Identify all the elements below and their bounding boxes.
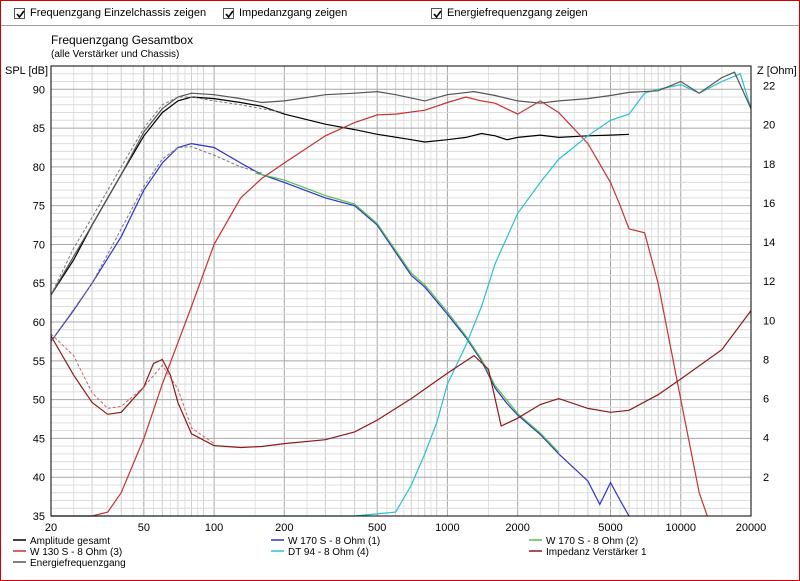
x-tick-label: 2000 [505,522,529,534]
series-dashed-reference [50,96,285,296]
x-tick-label: 1000 [435,522,459,534]
y2-tick-label: 6 [763,394,769,406]
legend-label: W 170 S - 8 Ohm (1) [288,536,380,547]
series-impedanz-verst-rker-1 [50,310,752,449]
plot-border [50,65,752,517]
legend: Amplitude gesamt W 170 S - 8 Ohm (1) W 170… [13,536,647,569]
series-energiefrequenzgang [50,71,752,296]
y2-tick-label: 12 [763,276,775,288]
x-tick-label: 5000 [598,522,622,534]
x-tick-label: 10000 [665,522,696,534]
separator [1,25,799,26]
option-label: Energiefrequenzgang zeigen [447,7,588,19]
y-tick-label: 80 [33,162,45,174]
y2-tick-label: 2 [763,472,769,484]
x-tick-label: 50 [138,522,150,534]
y2-tick-label: 10 [763,315,775,327]
legend-item: Energiefrequenzgang [13,558,126,569]
check-icon [225,10,234,18]
legend-label: Energiefrequenzgang [30,558,126,569]
checkbox-single-drivers[interactable] [14,7,25,19]
axis-ticks: 35 40 45 50 55 60 65 70 75 80 85 90 2 4 6 8 10 12 14 16 18 20… [33,81,776,534]
x-tick-label: 100 [205,522,223,534]
y-tick-label: 70 [33,239,45,251]
y2-tick-label: 8 [763,354,769,366]
legend-item: W 130 S - 8 Ohm (3) [13,547,122,558]
legend-item: DT 94 - 8 Ohm (4) [271,547,369,558]
series-w-130-s-8-ohm-3 [51,96,708,517]
legend-item: Impedanz Verstärker 1 [529,547,647,558]
y2-tick-label: 18 [763,159,775,171]
series-dashed-reference [50,333,215,445]
series-group [50,71,752,517]
x-tick-label: 200 [275,522,293,534]
y-axis-label: SPL [dB] [5,65,48,77]
series-w-170-s-8-ohm-1 [50,142,630,517]
x-tick-label: 20 [45,522,57,534]
y-tick-label: 90 [33,84,45,96]
grid [50,65,752,516]
check-icon [16,10,25,18]
option-single-drivers[interactable]: Frequenzgang Einzelchassis zeigen [14,5,206,21]
chart-title: Frequenzgang Gesamtbox [51,33,193,47]
x-tick-label: 20000 [736,522,767,534]
frequency-response-chart: Frequenzgang Gesamtbox (alle Verstärker … [5,33,797,569]
y-tick-label: 60 [33,317,45,329]
y2-axis-label: Z [Ohm] [757,65,797,77]
legend-label: W 170 S - 8 Ohm (2) [546,536,638,547]
y-tick-label: 85 [33,123,45,135]
y2-tick-label: 16 [763,198,775,210]
series-w-170-s-8-ohm-2 [255,172,560,453]
checkbox-energy[interactable] [431,7,442,19]
check-icon [433,10,442,18]
y2-tick-label: 20 [763,120,775,132]
y2-tick-label: 22 [763,81,775,93]
legend-item: W 170 S - 8 Ohm (2) [529,536,638,547]
series-amplitude-gesamt [50,96,630,296]
series-dt-94-8-ohm-4 [51,72,752,517]
legend-item: Amplitude gesamt [13,536,110,547]
y-tick-label: 45 [33,433,45,445]
legend-label: W 130 S - 8 Ohm (3) [30,547,122,558]
y-tick-label: 40 [33,472,45,484]
y-tick-label: 65 [33,278,45,290]
y-tick-label: 75 [33,201,45,213]
option-label: Frequenzgang Einzelchassis zeigen [30,7,207,19]
y2-tick-label: 4 [763,433,769,445]
checkbox-impedance[interactable] [223,7,234,19]
option-energy[interactable]: Energiefrequenzgang zeigen [431,5,588,21]
y-tick-label: 55 [33,356,45,368]
x-tick-label: 500 [368,522,386,534]
series-dashed-reference [50,146,262,342]
legend-label: Amplitude gesamt [30,536,110,547]
legend-item: W 170 S - 8 Ohm (1) [271,536,380,547]
y-tick-label: 50 [33,395,45,407]
legend-label: DT 94 - 8 Ohm (4) [288,547,369,558]
legend-label: Impedanz Verstärker 1 [546,547,647,558]
y-tick-label: 35 [33,511,45,523]
option-impedance[interactable]: Impedanzgang zeigen [223,5,347,21]
option-label: Impedanzgang zeigen [239,7,348,19]
y2-tick-label: 14 [763,237,775,249]
chart-subtitle: (alle Verstärker und Chassis) [51,49,179,60]
